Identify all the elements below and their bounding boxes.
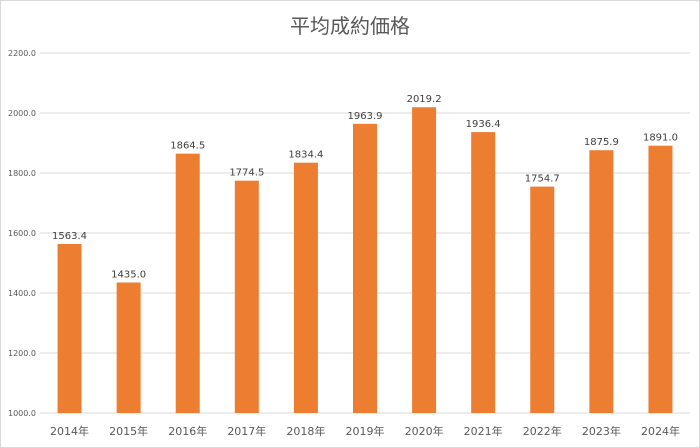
y-tick-label: 1000.0 bbox=[8, 409, 36, 418]
bars bbox=[57, 107, 673, 414]
y-tick-label: 1600.0 bbox=[8, 229, 36, 238]
bar bbox=[589, 150, 614, 414]
bar bbox=[412, 107, 437, 414]
x-category-label: 2021年 bbox=[464, 424, 503, 438]
y-tick-label: 1400.0 bbox=[8, 289, 36, 298]
y-tick-label: 1200.0 bbox=[8, 349, 36, 358]
x-category-label: 2014年 bbox=[50, 424, 89, 438]
bar bbox=[234, 180, 259, 413]
bar bbox=[471, 132, 496, 413]
x-category-label: 2022年 bbox=[523, 424, 562, 438]
x-axis-categories: 2014年 2015年 2016年 2017年 2018年 2019年 2020年 2021年… bbox=[50, 424, 680, 438]
bar bbox=[57, 243, 82, 413]
bar bbox=[353, 123, 377, 413]
x-category-label: 2016年 bbox=[168, 424, 207, 438]
data-label: 1936.4 bbox=[466, 119, 501, 130]
bar bbox=[116, 282, 141, 413]
y-tick-label: 2200.0 bbox=[8, 49, 36, 58]
x-category-label: 2015年 bbox=[109, 424, 148, 438]
x-category-label: 2023年 bbox=[582, 424, 621, 438]
y-tick-label: 2000.0 bbox=[8, 109, 36, 118]
data-label: 2019.2 bbox=[407, 94, 442, 105]
data-labels: 1563.4 1435.0 1864.5 1774.5 1834.4 1963.9 2019… bbox=[52, 94, 678, 280]
bar bbox=[530, 186, 555, 413]
data-label: 1875.9 bbox=[584, 137, 619, 148]
x-category-label: 2018年 bbox=[286, 424, 325, 438]
x-category-label: 2020年 bbox=[405, 424, 444, 438]
data-label: 1891.0 bbox=[643, 133, 678, 144]
x-category-label: 2019年 bbox=[346, 424, 385, 438]
y-axis-ticks: 1000.0 1200.0 1400.0 1600.0 1800.0 2000.0 2200… bbox=[8, 49, 36, 418]
x-category-label: 2024年 bbox=[641, 424, 680, 438]
x-category-label: 2017年 bbox=[227, 424, 266, 438]
data-label: 1435.0 bbox=[111, 270, 146, 281]
chart-title: 平均成約価格 bbox=[290, 14, 410, 38]
data-label: 1864.5 bbox=[170, 141, 205, 152]
data-label: 1563.4 bbox=[52, 231, 87, 242]
bar bbox=[648, 145, 673, 413]
y-tick-label: 1800.0 bbox=[8, 169, 36, 178]
data-label: 1834.4 bbox=[288, 150, 323, 161]
bar bbox=[175, 153, 200, 413]
bar bbox=[293, 162, 318, 413]
data-label: 1754.7 bbox=[525, 174, 560, 185]
data-label: 1774.5 bbox=[229, 168, 264, 179]
data-label: 1963.9 bbox=[348, 111, 383, 122]
